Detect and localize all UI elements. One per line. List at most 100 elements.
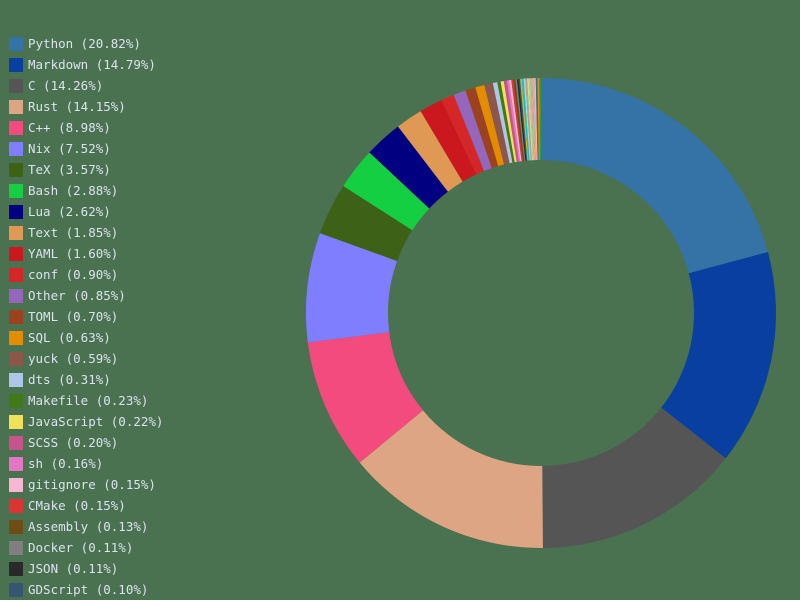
legend-swatch	[9, 288, 23, 303]
donut-slice-rust[interactable]	[359, 410, 543, 549]
legend-item[interactable]: Other (0.85%)	[9, 285, 163, 306]
donut-slice-javascript[interactable]	[500, 80, 517, 163]
donut-slice-c[interactable]	[542, 407, 726, 548]
donut-slice-minor-7[interactable]	[532, 78, 537, 161]
legend-item[interactable]: Text (1.85%)	[9, 222, 163, 243]
donut-slice-minor-10[interactable]	[537, 78, 540, 161]
legend-label: sh (0.16%)	[28, 456, 104, 471]
legend-item[interactable]: yuck (0.59%)	[9, 348, 163, 369]
donut-slice-docker[interactable]	[515, 79, 526, 161]
donut-slice-python[interactable]	[541, 78, 768, 274]
legend-label: C++ (8.98%)	[28, 120, 111, 135]
legend-label: SCSS (0.20%)	[28, 435, 119, 450]
donut-slice-lua[interactable]	[369, 126, 448, 209]
legend-label: Text (1.85%)	[28, 225, 119, 240]
legend-label: JSON (0.11%)	[28, 561, 119, 576]
legend-swatch	[9, 435, 23, 450]
legend-item[interactable]: JSON (0.11%)	[9, 558, 163, 579]
legend-swatch	[9, 141, 23, 156]
donut-slice-dts[interactable]	[492, 82, 513, 164]
legend-swatch	[9, 393, 23, 408]
donut-slice-tex[interactable]	[319, 185, 413, 261]
legend-item[interactable]: GDScript (0.10%)	[9, 579, 163, 600]
donut-slice-yuck[interactable]	[484, 83, 510, 165]
legend-item[interactable]: YAML (1.60%)	[9, 243, 163, 264]
legend-item[interactable]: C++ (8.98%)	[9, 117, 163, 138]
legend-swatch	[9, 162, 23, 177]
legend-item[interactable]: TOML (0.70%)	[9, 306, 163, 327]
legend-swatch	[9, 372, 23, 387]
legend-item[interactable]: Nix (7.52%)	[9, 138, 163, 159]
donut-slice-text[interactable]	[398, 111, 463, 192]
legend-label: Rust (14.15%)	[28, 99, 126, 114]
legend-item[interactable]: C (14.26%)	[9, 75, 163, 96]
donut-slice-scss[interactable]	[503, 80, 519, 162]
donut-slice-minor-6[interactable]	[530, 78, 536, 161]
legend-item[interactable]: Markdown (14.79%)	[9, 54, 163, 75]
legend-label: yuck (0.59%)	[28, 351, 119, 366]
legend-item[interactable]: JavaScript (0.22%)	[9, 411, 163, 432]
legend-swatch	[9, 99, 23, 114]
donut-slice-minor-4[interactable]	[527, 78, 534, 161]
chart-legend: Python (20.82%) Markdown (14.79%) C (14.26…	[9, 33, 163, 600]
legend-item[interactable]: Python (20.82%)	[9, 33, 163, 54]
legend-item[interactable]: Makefile (0.23%)	[9, 390, 163, 411]
donut-slice-sh[interactable]	[506, 80, 521, 162]
legend-item[interactable]: CMake (0.15%)	[9, 495, 163, 516]
donut-slice-gdscript[interactable]	[518, 78, 528, 161]
donut-slice-toml[interactable]	[465, 87, 499, 169]
donut-slice-gitignore[interactable]	[509, 79, 522, 162]
legend-item[interactable]: SQL (0.63%)	[9, 327, 163, 348]
legend-swatch	[9, 414, 23, 429]
legend-swatch	[9, 246, 23, 261]
legend-swatch	[9, 540, 23, 555]
legend-item[interactable]: sh (0.16%)	[9, 453, 163, 474]
legend-item[interactable]: conf (0.90%)	[9, 264, 163, 285]
donut-slice-minor-3[interactable]	[525, 78, 532, 161]
legend-swatch	[9, 582, 23, 597]
donut-slice-bash[interactable]	[343, 152, 430, 231]
donut-slice-sql[interactable]	[475, 84, 505, 167]
donut-slice-markdown[interactable]	[661, 251, 776, 459]
legend-item[interactable]: dts (0.31%)	[9, 369, 163, 390]
legend-swatch	[9, 351, 23, 366]
donut-slice-yaml[interactable]	[420, 100, 477, 182]
legend-label: conf (0.90%)	[28, 267, 119, 282]
donut-slice-json[interactable]	[516, 79, 527, 161]
donut-slice-minor-2[interactable]	[523, 78, 531, 161]
legend-item[interactable]: Bash (2.88%)	[9, 180, 163, 201]
legend-item[interactable]: TeX (3.57%)	[9, 159, 163, 180]
legend-item[interactable]: Lua (2.62%)	[9, 201, 163, 222]
legend-swatch	[9, 456, 23, 471]
legend-item[interactable]: Assembly (0.13%)	[9, 516, 163, 537]
donut-slice-minor-5[interactable]	[528, 78, 535, 161]
legend-label: YAML (1.60%)	[28, 246, 119, 261]
legend-swatch	[9, 183, 23, 198]
legend-label: CMake (0.15%)	[28, 498, 126, 513]
legend-item[interactable]: Rust (14.15%)	[9, 96, 163, 117]
donut-slice-makefile[interactable]	[497, 81, 515, 163]
donut-slice-cmake[interactable]	[511, 79, 524, 162]
donut-slice-minor-1[interactable]	[521, 78, 530, 161]
legend-item[interactable]: Docker (0.11%)	[9, 537, 163, 558]
legend-label: dts (0.31%)	[28, 372, 111, 387]
legend-label: C (14.26%)	[28, 78, 104, 93]
legend-item[interactable]: gitignore (0.15%)	[9, 474, 163, 495]
legend-swatch	[9, 330, 23, 345]
donut-slice-minor-9[interactable]	[535, 78, 539, 161]
donut-slice-c-[interactable]	[307, 332, 423, 463]
donut-slice-minor-0[interactable]	[520, 78, 529, 161]
donut-slice-minor-11[interactable]	[539, 78, 541, 161]
legend-label: Bash (2.88%)	[28, 183, 119, 198]
donut-slice-other[interactable]	[453, 90, 492, 171]
donut-slice-nix[interactable]	[306, 233, 398, 343]
donut-slice-conf[interactable]	[441, 94, 485, 175]
legend-label: Makefile (0.23%)	[28, 393, 149, 408]
legend-swatch	[9, 561, 23, 576]
donut-slice-minor-8[interactable]	[534, 78, 538, 161]
legend-item[interactable]: SCSS (0.20%)	[9, 432, 163, 453]
legend-label: JavaScript (0.22%)	[28, 414, 164, 429]
legend-label: Lua (2.62%)	[28, 204, 111, 219]
legend-label: TOML (0.70%)	[28, 309, 119, 324]
donut-slice-assembly[interactable]	[513, 79, 525, 162]
